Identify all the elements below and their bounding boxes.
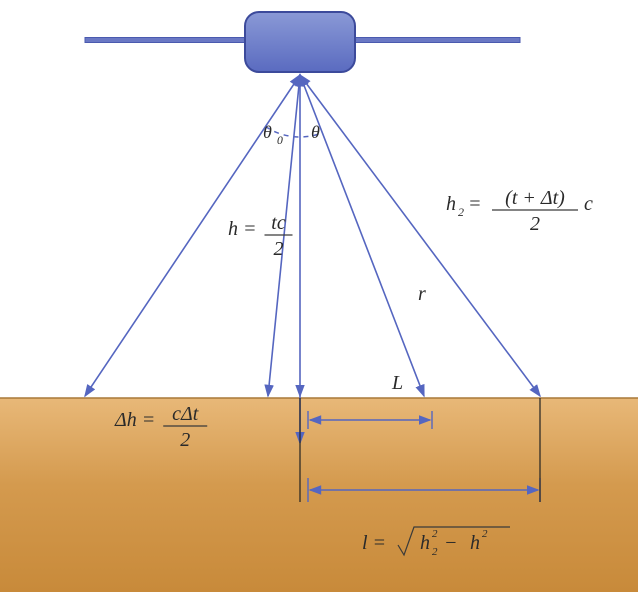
svg-text:=: = (468, 193, 482, 215)
ground-plane (0, 398, 638, 592)
svg-text:h: h (446, 193, 456, 215)
svg-text:(t + Δt): (t + Δt) (505, 187, 565, 209)
drone-body (245, 12, 355, 72)
svg-text:h: h (420, 532, 430, 554)
label-theta0-sub: 0 (277, 134, 283, 147)
svg-text:2: 2 (482, 528, 488, 540)
svg-text:2: 2 (458, 205, 464, 219)
svg-text:cΔt: cΔt (172, 403, 199, 425)
svg-text:l =: l = (362, 532, 386, 554)
label-theta: θ (311, 122, 320, 142)
label-theta0: θ (263, 122, 272, 142)
svg-text:h =: h = (228, 218, 257, 240)
svg-text:2: 2 (180, 429, 190, 451)
svg-text:c: c (584, 193, 593, 215)
drone-arm-left (85, 38, 245, 43)
label-L: L (391, 372, 403, 394)
label-r: r (418, 283, 426, 305)
svg-text:2: 2 (274, 238, 284, 260)
drone-arm-right (355, 38, 520, 43)
svg-text:2: 2 (432, 528, 438, 540)
svg-text:Δh =: Δh = (114, 409, 155, 431)
svg-text:tc: tc (271, 212, 286, 234)
svg-text:−: − (444, 532, 458, 554)
svg-text:h: h (470, 532, 480, 554)
svg-text:2: 2 (530, 213, 540, 235)
svg-text:2: 2 (432, 546, 438, 558)
